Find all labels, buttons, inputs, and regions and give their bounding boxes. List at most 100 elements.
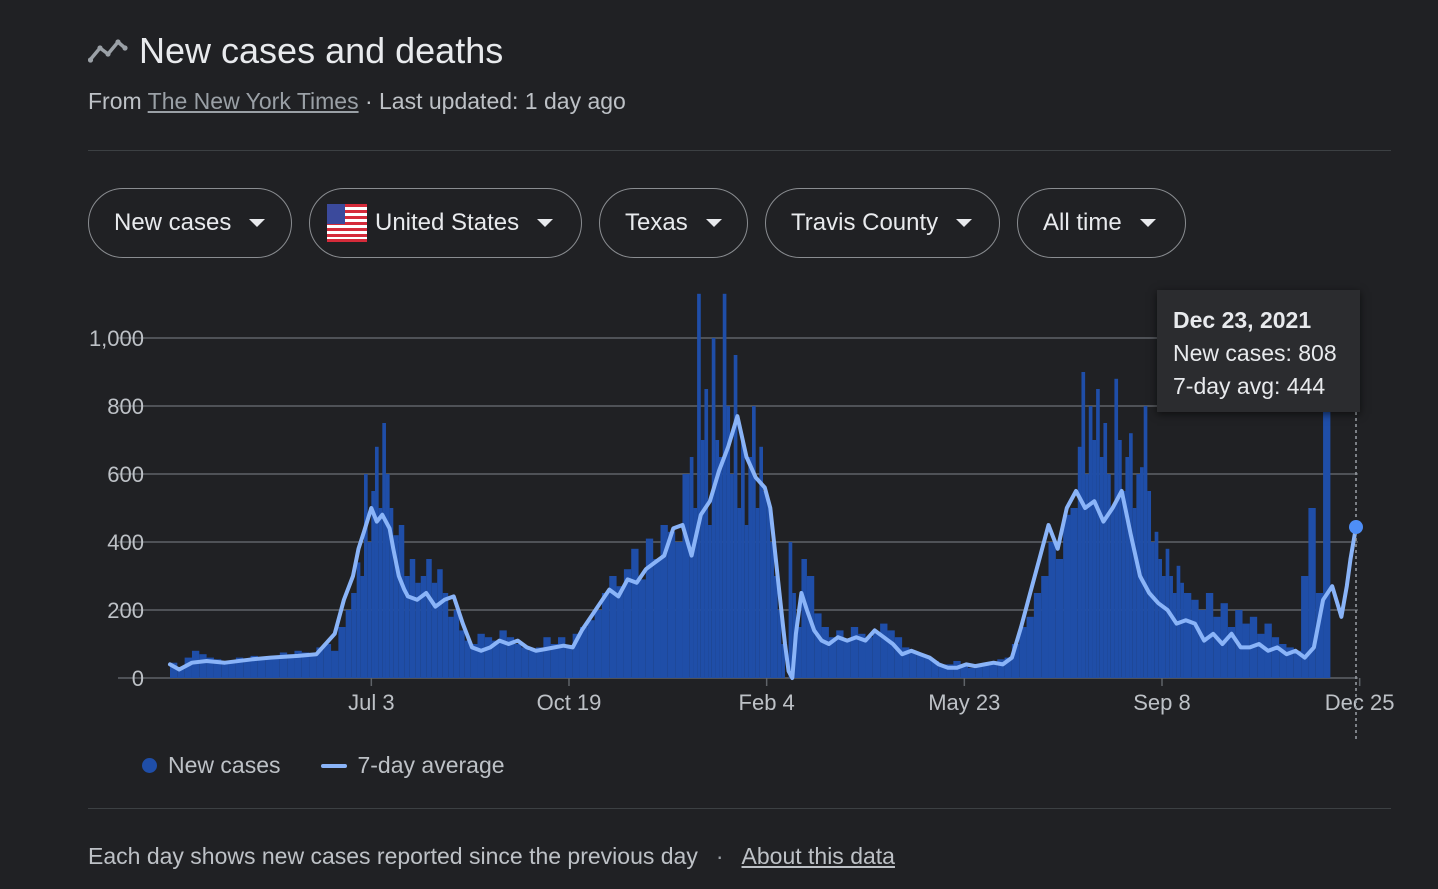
- bar: [909, 650, 917, 678]
- bar: [689, 457, 694, 678]
- bar: [404, 576, 410, 678]
- footer: Each day shows new cases reported since …: [88, 843, 895, 870]
- bar: [711, 338, 716, 678]
- bar: [1077, 446, 1082, 678]
- bar: [235, 657, 244, 678]
- bar: [536, 647, 544, 678]
- bar: [1092, 440, 1097, 678]
- bar: [781, 644, 785, 678]
- bar: [645, 538, 654, 678]
- bar: [801, 559, 807, 678]
- state-label: Texas: [625, 209, 688, 236]
- bar: [1227, 627, 1236, 678]
- footer-divider: [88, 808, 1391, 809]
- bar: [887, 630, 895, 678]
- bar: [1114, 378, 1119, 678]
- chevron-down-icon: [956, 219, 973, 227]
- x-tick-label: May 23: [928, 690, 1000, 715]
- bar: [1293, 650, 1302, 678]
- about-data-link[interactable]: About this data: [741, 843, 895, 869]
- bar: [177, 667, 185, 678]
- bar: [752, 406, 756, 678]
- bar: [1132, 508, 1137, 678]
- bar: [788, 542, 793, 678]
- bar: [1286, 647, 1294, 678]
- bar: [946, 664, 954, 678]
- bar: [737, 508, 742, 678]
- bar: [730, 474, 734, 678]
- cases-chart[interactable]: Jul 3 Oct 19 Feb 4 May 23 Sep 8 Dec 25 0 200 40…: [0, 280, 1438, 750]
- bar: [880, 623, 888, 678]
- bar: [459, 630, 465, 678]
- bar: [989, 664, 998, 678]
- bar: [1169, 576, 1173, 678]
- bar: [601, 593, 610, 678]
- bar: [206, 657, 214, 678]
- bar: [1308, 508, 1316, 678]
- bar: [464, 640, 471, 678]
- bar: [1129, 433, 1133, 678]
- bar: [795, 627, 802, 678]
- metric-dropdown[interactable]: New cases: [88, 188, 292, 258]
- bar: [521, 647, 529, 678]
- y-tick-label: 800: [107, 394, 144, 419]
- bar: [850, 627, 859, 678]
- county-dropdown[interactable]: Travis County: [765, 188, 1000, 258]
- bar: [1271, 637, 1280, 678]
- bar: [1158, 559, 1162, 678]
- bar: [1019, 627, 1027, 678]
- bar: [931, 661, 939, 678]
- bar: [858, 633, 866, 678]
- bar: [170, 662, 178, 678]
- bar: [1063, 514, 1071, 678]
- bar: [770, 542, 774, 678]
- bar: [755, 508, 760, 678]
- bar: [773, 576, 778, 678]
- bar: [616, 586, 624, 678]
- bar: [579, 627, 588, 678]
- bar: [1323, 403, 1331, 678]
- bar: [345, 610, 352, 678]
- bar: [453, 610, 460, 678]
- bar: [1279, 644, 1287, 678]
- bar: [1070, 508, 1078, 678]
- county-label: Travis County: [791, 209, 939, 236]
- bar: [609, 576, 617, 678]
- bar: [228, 662, 236, 678]
- bar: [1041, 576, 1049, 678]
- bar: [675, 542, 683, 678]
- bar: [331, 650, 339, 678]
- chart-legend: New cases 7-day average: [142, 752, 505, 779]
- country-dropdown[interactable]: United States: [309, 188, 582, 258]
- bar: [1161, 576, 1166, 678]
- bar: [938, 664, 947, 678]
- x-tick-label: Dec 25: [1325, 690, 1395, 715]
- legend-new-cases: New cases: [168, 752, 281, 778]
- bar: [374, 446, 379, 678]
- bar: [294, 650, 302, 678]
- bar: [409, 559, 416, 678]
- bar: [477, 633, 485, 678]
- bar-legend-swatch: [142, 758, 157, 773]
- bar: [997, 659, 1005, 678]
- bar: [623, 569, 632, 678]
- bar: [744, 525, 749, 678]
- bar: [1125, 457, 1130, 678]
- y-tick-label: 0: [132, 666, 144, 691]
- source-line: From The New York Times · Last updated: …: [88, 88, 626, 115]
- bar: [960, 666, 968, 678]
- bar: [967, 667, 976, 678]
- bar: [700, 440, 705, 678]
- bar: [719, 457, 723, 678]
- bar: [301, 652, 310, 678]
- bar: [722, 293, 727, 678]
- bar: [1151, 542, 1155, 678]
- range-dropdown[interactable]: All time: [1017, 188, 1186, 258]
- bar: [338, 627, 346, 678]
- state-dropdown[interactable]: Texas: [599, 188, 748, 258]
- bar: [250, 655, 258, 678]
- bar: [902, 647, 910, 678]
- source-link[interactable]: The New York Times: [147, 88, 359, 114]
- bar: [389, 508, 394, 678]
- bar: [872, 633, 881, 678]
